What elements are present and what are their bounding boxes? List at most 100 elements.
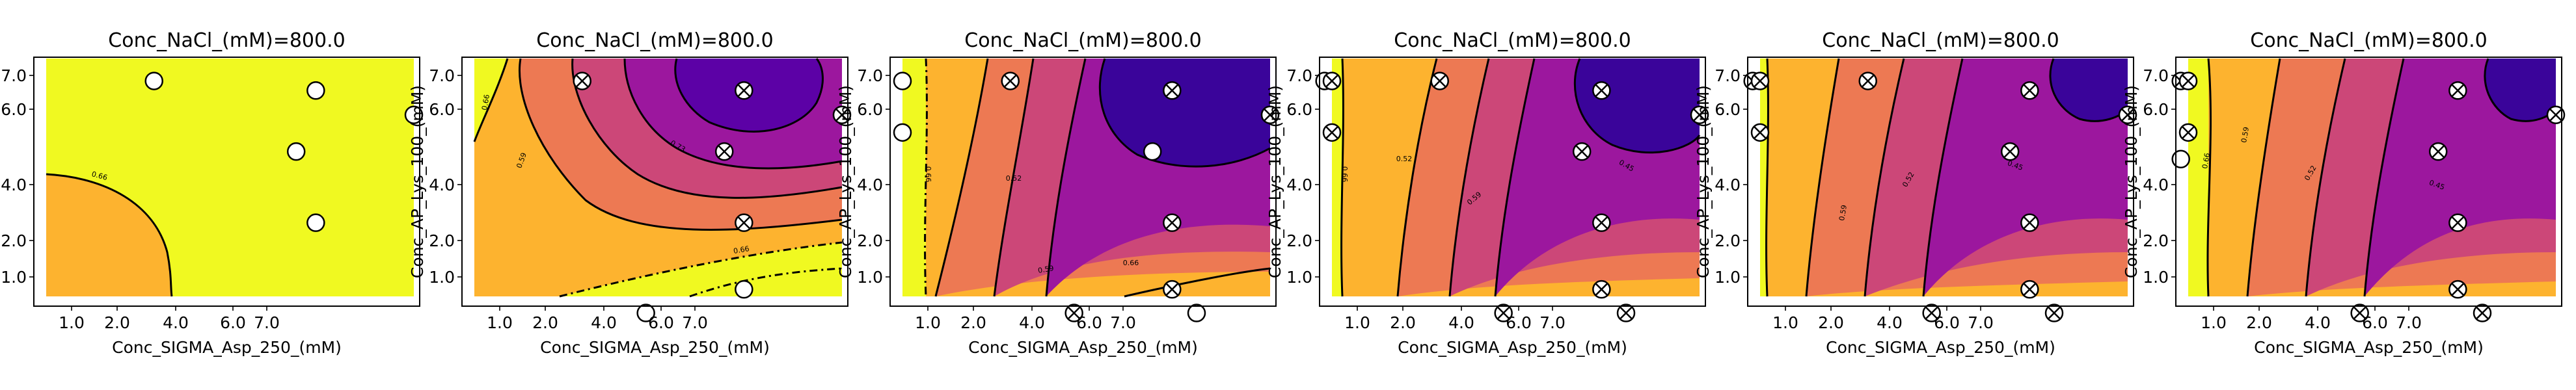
y-tick-label: 2.0 xyxy=(2143,231,2169,250)
crossed-marker xyxy=(2448,81,2467,100)
crossed-marker xyxy=(1064,304,1083,322)
contour-line xyxy=(2305,58,2346,297)
contour-label: 0.52 xyxy=(1006,174,1022,183)
y-axis-label: Conc_AP_Lys_100_(mM) xyxy=(1694,85,1713,278)
x-tick-label: 1.0 xyxy=(1772,313,1798,332)
crossed-marker xyxy=(2448,213,2467,232)
sample-marker xyxy=(286,142,306,161)
contour-line xyxy=(1098,58,1271,168)
x-tick-label: 4.0 xyxy=(2305,313,2331,332)
axes-frame xyxy=(461,57,848,307)
crossed-marker xyxy=(735,81,753,100)
sample-marker xyxy=(735,280,753,299)
crossed-marker xyxy=(1494,304,1513,322)
contour-line xyxy=(689,267,843,298)
contour-line xyxy=(1045,58,1087,297)
x-axis-label: Conc_SIGMA_Asp_250_(mM) xyxy=(112,338,342,357)
y-tick-label: 2.0 xyxy=(1715,231,1741,250)
axes-frame xyxy=(889,57,1277,307)
crossed-marker xyxy=(1572,142,1592,161)
x-tick-label: 1.0 xyxy=(915,313,941,332)
subplot-3: 0.66 0.52 0.59 0.66 1.0 2.0 4.0 6.0 7.0 1.0 2.0 4.0… xyxy=(836,29,1280,357)
sample-marker xyxy=(306,213,325,232)
sample-marker xyxy=(893,72,912,90)
y-tick-label: 7.0 xyxy=(429,66,455,85)
x-axis-label: Conc_SIGMA_Asp_250_(mM) xyxy=(2254,338,2484,357)
x-tick-label: 1.0 xyxy=(487,313,513,332)
x-tick-label: 2.0 xyxy=(1390,313,1416,332)
y-tick-label: 7.0 xyxy=(2143,66,2169,85)
crossed-marker xyxy=(1163,81,1182,100)
y-tick-label: 2.0 xyxy=(429,231,455,250)
crossed-marker xyxy=(1001,72,1020,90)
y-tick-label: 7.0 xyxy=(1,66,27,85)
crossed-marker xyxy=(1260,105,1280,124)
contour-fill xyxy=(46,174,172,296)
contour-fill xyxy=(1100,58,1270,167)
x-tick-label: 6.0 xyxy=(2362,313,2388,332)
crossed-marker xyxy=(714,142,734,161)
contour-line xyxy=(46,173,173,297)
contour-fill xyxy=(2484,58,2556,122)
sample-marker xyxy=(893,123,912,142)
contour-line xyxy=(1573,58,1701,154)
plot-area: 0.66 xyxy=(46,58,414,297)
contour-line xyxy=(473,58,509,142)
y-tick-label: 7.0 xyxy=(857,66,883,85)
x-tick-label: 4.0 xyxy=(163,313,189,332)
crossed-marker xyxy=(2000,142,2020,161)
plot-area: 0.660.590.520.45 xyxy=(2188,58,2557,297)
contour-line xyxy=(623,58,843,170)
y-tick-label: 6.0 xyxy=(429,100,455,119)
y-tick-label: 4.0 xyxy=(857,176,883,194)
contour-line xyxy=(993,58,1035,297)
x-tick-label: 2.0 xyxy=(2246,313,2272,332)
crossed-marker xyxy=(1163,280,1182,299)
x-tick-label: 1.0 xyxy=(59,313,85,332)
contour-label: 0.59 xyxy=(1837,204,1849,221)
contour-line xyxy=(2049,58,2129,122)
plot-area: 0.660.590.730.66 xyxy=(473,58,843,298)
contour-line xyxy=(1922,58,1964,297)
contour-line xyxy=(2363,58,2405,297)
crossed-marker xyxy=(1750,123,1770,142)
crossed-marker xyxy=(1163,213,1182,232)
contour-line xyxy=(674,58,824,133)
crossed-marker xyxy=(1322,72,1342,90)
y-tick-label: 1.0 xyxy=(429,268,455,287)
crossed-marker xyxy=(2044,304,2064,322)
contour-label: 0.52 xyxy=(1396,155,1413,163)
crossed-marker xyxy=(1750,72,1770,90)
contour-line xyxy=(1396,58,1438,297)
x-tick-label: 7.0 xyxy=(1110,313,1136,332)
y-tick-label: 7.0 xyxy=(1286,66,1312,85)
y-axis-label: Conc_AP_Lys_100_(mM) xyxy=(2122,85,2141,278)
crossed-marker xyxy=(2118,105,2137,124)
crossed-marker xyxy=(2178,123,2198,142)
contour-fill xyxy=(560,242,842,296)
x-tick-label: 6.0 xyxy=(648,313,674,332)
contour-line xyxy=(924,58,928,297)
crossed-marker xyxy=(735,213,753,232)
crossed-marker xyxy=(2020,81,2039,100)
contour-line xyxy=(2206,58,2212,297)
y-tick-label: 4.0 xyxy=(1,176,27,194)
y-tick-label: 4.0 xyxy=(1715,176,1741,194)
subplot-1: 0.66 1.0 2.0 4.0 6.0 7.0 1.0 2.0 4.0 6.0 7.0 Conc_N… xyxy=(1,29,424,357)
axes-frame xyxy=(1319,57,1706,307)
subplot-title: Conc_NaCl_(mM)=800.0 xyxy=(1394,29,1631,52)
x-tick-label: 4.0 xyxy=(1448,313,1474,332)
contour-label: 0.66 xyxy=(90,170,108,182)
crossed-marker xyxy=(1858,72,1877,90)
x-tick-label: 7.0 xyxy=(1968,313,1994,332)
subplot-5: 0.590.520.45 1.0 2.0 4.0 6.0 7.0 1.0 2.0 4.0 6.0 7… xyxy=(1694,29,2137,357)
contour-line xyxy=(519,58,843,231)
y-tick-label: 4.0 xyxy=(2143,176,2169,194)
x-tick-label: 2.0 xyxy=(104,313,130,332)
x-tick-label: 7.0 xyxy=(682,313,708,332)
contour-line xyxy=(1864,58,1905,297)
x-tick-label: 6.0 xyxy=(1506,313,1532,332)
contour-fill xyxy=(2050,58,2128,122)
contour-label: 0.66 xyxy=(733,244,750,255)
